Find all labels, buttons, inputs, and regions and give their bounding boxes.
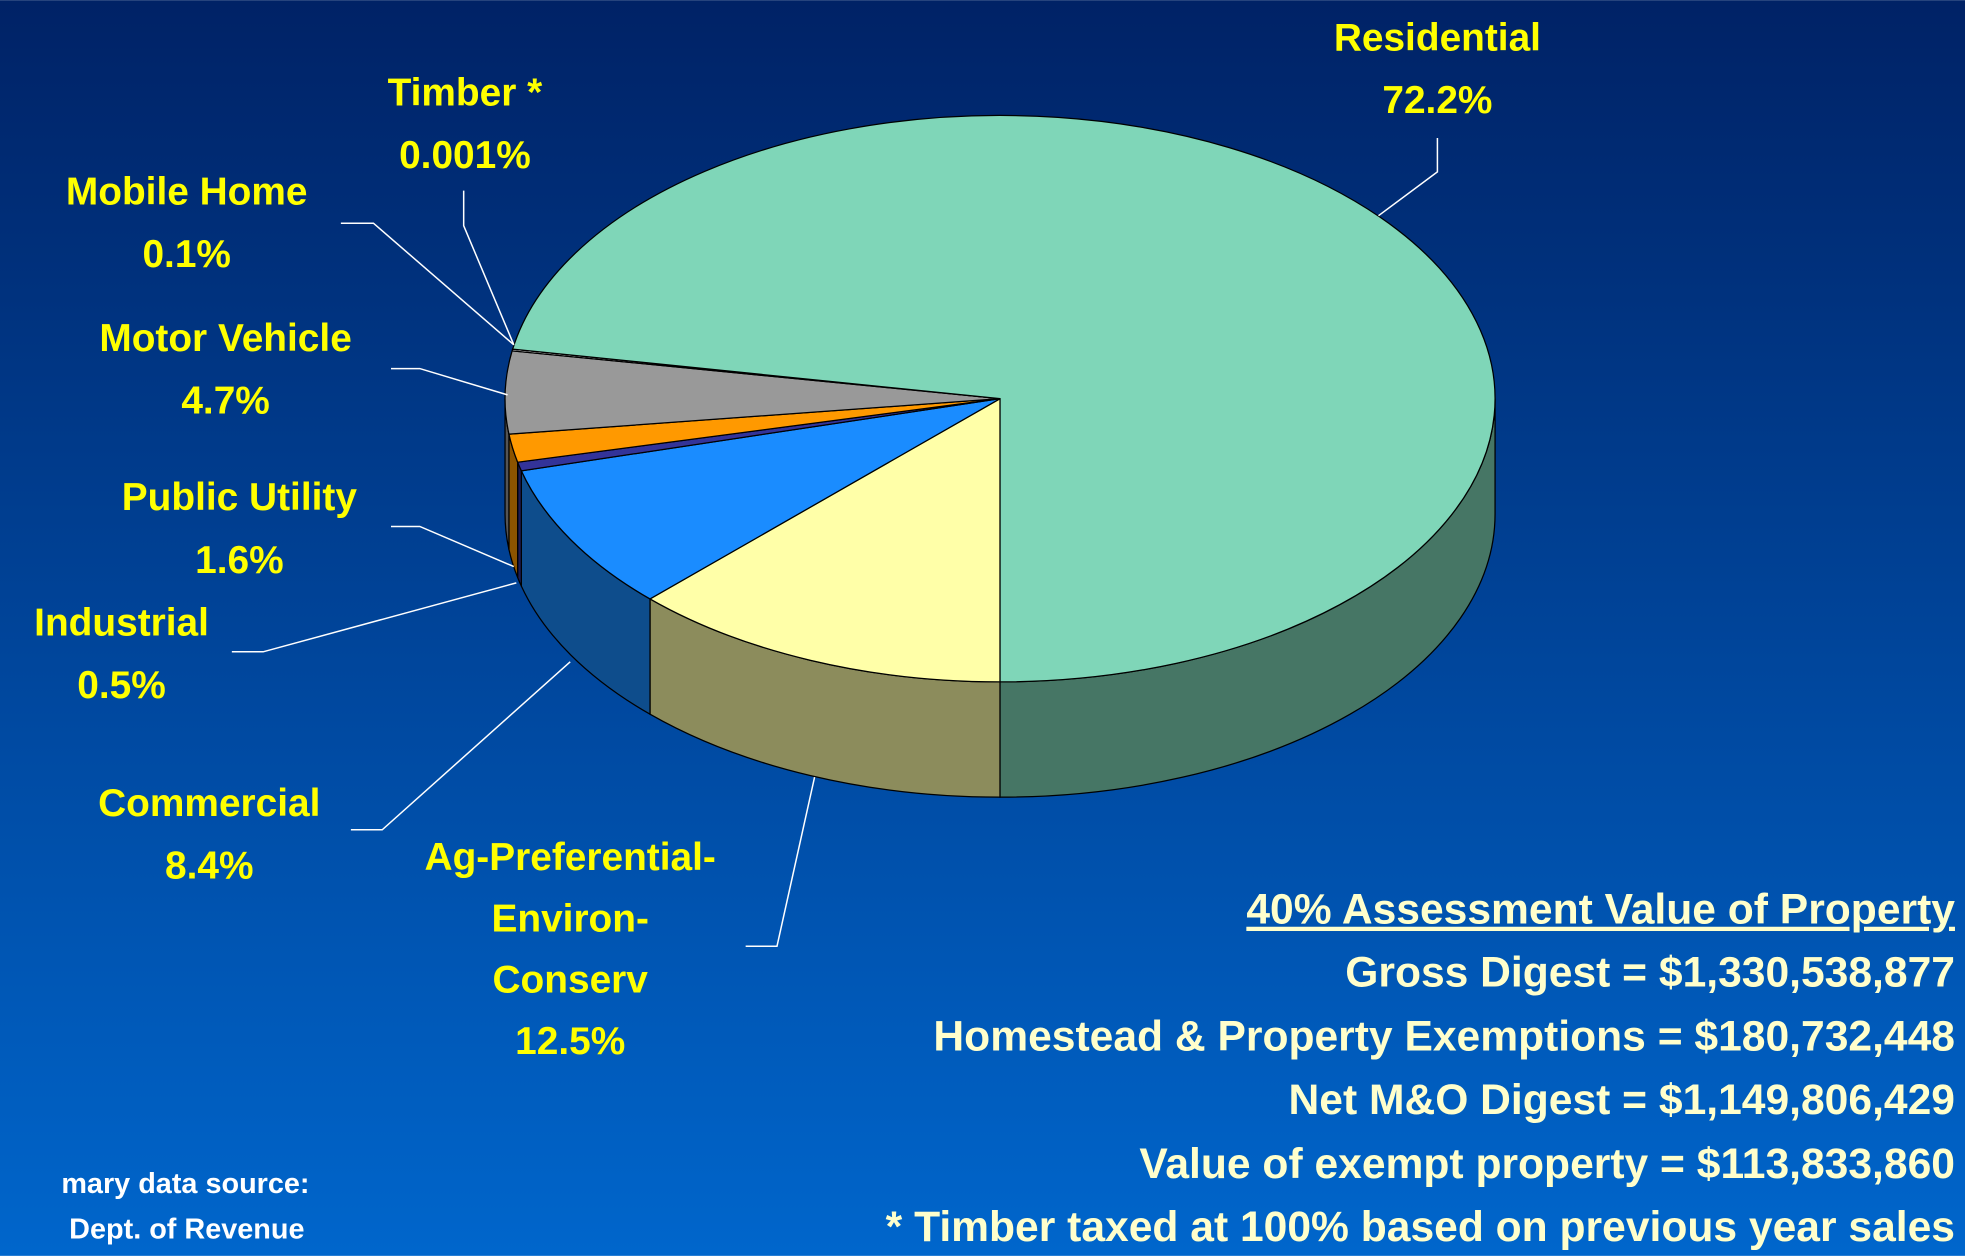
slice-label: Motor Vehicle (99, 317, 351, 360)
slice-label: Environ- (491, 897, 648, 940)
source: mary data source: (61, 1168, 309, 1200)
annotation: Gross Digest = $1,330,538,877 (1345, 948, 1955, 996)
value-label: 1.6% (195, 539, 284, 582)
leader-line (350, 661, 571, 831)
slice-label: Public Utility (122, 476, 358, 519)
slice (520, 398, 1001, 600)
source: Dept. of Revenue (69, 1213, 304, 1245)
leader-line (231, 582, 517, 653)
annotation: 40% Assessment Value of Property (1246, 886, 1955, 934)
leader-line (390, 525, 515, 568)
leader-line (1378, 138, 1439, 217)
annotation: * Timber taxed at 100% based on previous… (886, 1203, 1955, 1251)
slice-label: Commercial (98, 782, 320, 825)
slice-label: Timber * (388, 71, 544, 114)
slice (511, 114, 1496, 683)
slice-label: Conserv (493, 959, 649, 1002)
value-label: 4.7% (181, 380, 270, 423)
leader-line (390, 367, 508, 396)
leader-line (745, 776, 816, 948)
leader-line (340, 222, 515, 346)
annotation: Net M&O Digest = $1,149,806,429 (1289, 1076, 1955, 1124)
pie (504, 114, 1496, 798)
slice (648, 397, 1001, 683)
annotation: Homestead & Property Exemptions = $180,7… (933, 1012, 1955, 1060)
slice-label: Industrial (34, 602, 209, 645)
value-label: 0.5% (77, 664, 166, 707)
value-label: 72.2% (1382, 79, 1492, 122)
value-label: 0.001% (399, 134, 531, 177)
slice-label: Residential (1334, 16, 1541, 59)
value-label: 12.5% (515, 1020, 625, 1063)
slice-label: Mobile Home (66, 170, 308, 213)
slice-label: Ag-Preferential- (425, 836, 716, 879)
labels: Ag-Preferential- Environ- Conserv 12.5% Comm… (34, 16, 1541, 1063)
annotation: Value of exempt property = $113,833,860 (1139, 1140, 1955, 1188)
value-label: 8.4% (165, 845, 254, 888)
leader-line (462, 190, 515, 346)
value-label: 0.1% (142, 233, 231, 276)
